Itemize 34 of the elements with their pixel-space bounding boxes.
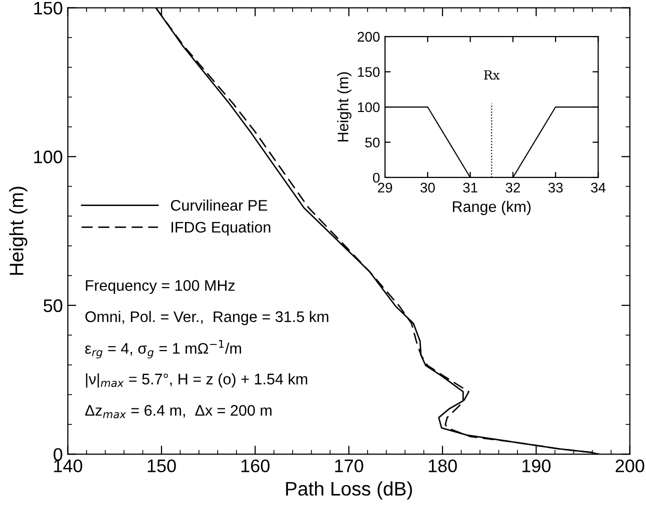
y-axis-title: Height (m)	[337, 72, 352, 142]
y-tick-label: 200	[358, 32, 380, 42]
x-tick-label: 200	[616, 459, 644, 472]
y-tick-label: 50	[365, 138, 380, 148]
y-tick-label: 150	[34, 2, 62, 15]
y-tick-label: 50	[44, 299, 62, 312]
x-tick-label: 29	[378, 182, 392, 193]
x-tick-label: 31	[463, 182, 478, 193]
x-axis-title: Range (km)	[452, 200, 531, 216]
y-tick-label: 0	[54, 448, 62, 461]
annotation: |ν|$_{max}$ = 5.7°, H = z (o) + 1.54 km	[86, 373, 308, 388]
legend-label: Curvilinear PE	[170, 200, 268, 211]
y-tick-label: 100	[358, 102, 380, 112]
x-tick-label: 180	[428, 459, 457, 472]
annotation: Δz$_{max}$ = 6.4 m, Δx = 200 m	[85, 404, 272, 418]
y-tick-label: 150	[358, 67, 380, 77]
x-tick-label: 190	[522, 459, 551, 472]
annotation: Omni, Pol. = Ver., Range = 31.5 km	[85, 310, 328, 326]
legend-label: IFDG Equation	[172, 221, 270, 236]
x-tick-label: 140	[54, 459, 82, 472]
x-tick-label: 32	[506, 182, 520, 193]
annotation: Frequency = 100 MHz	[86, 280, 235, 294]
x-tick-label: 34	[591, 182, 606, 193]
y-tick-label: 100	[34, 150, 62, 164]
y-axis-title: Height (m)	[9, 186, 28, 275]
x-axis-title: Path Loss (dB)	[286, 481, 412, 500]
x-tick-label: 33	[548, 182, 563, 193]
annotation: Rx	[484, 70, 500, 80]
x-tick-label: 160	[241, 459, 270, 472]
y-tick-label: 0	[372, 172, 380, 183]
x-tick-label: 170	[335, 459, 364, 472]
annotation: ε$_{rg}$ = 4, σ$_{g}$ = 1 mΩ$^{−1}$/m	[85, 340, 242, 358]
x-tick-label: 150	[148, 459, 176, 472]
x-tick-label: 30	[420, 182, 435, 193]
